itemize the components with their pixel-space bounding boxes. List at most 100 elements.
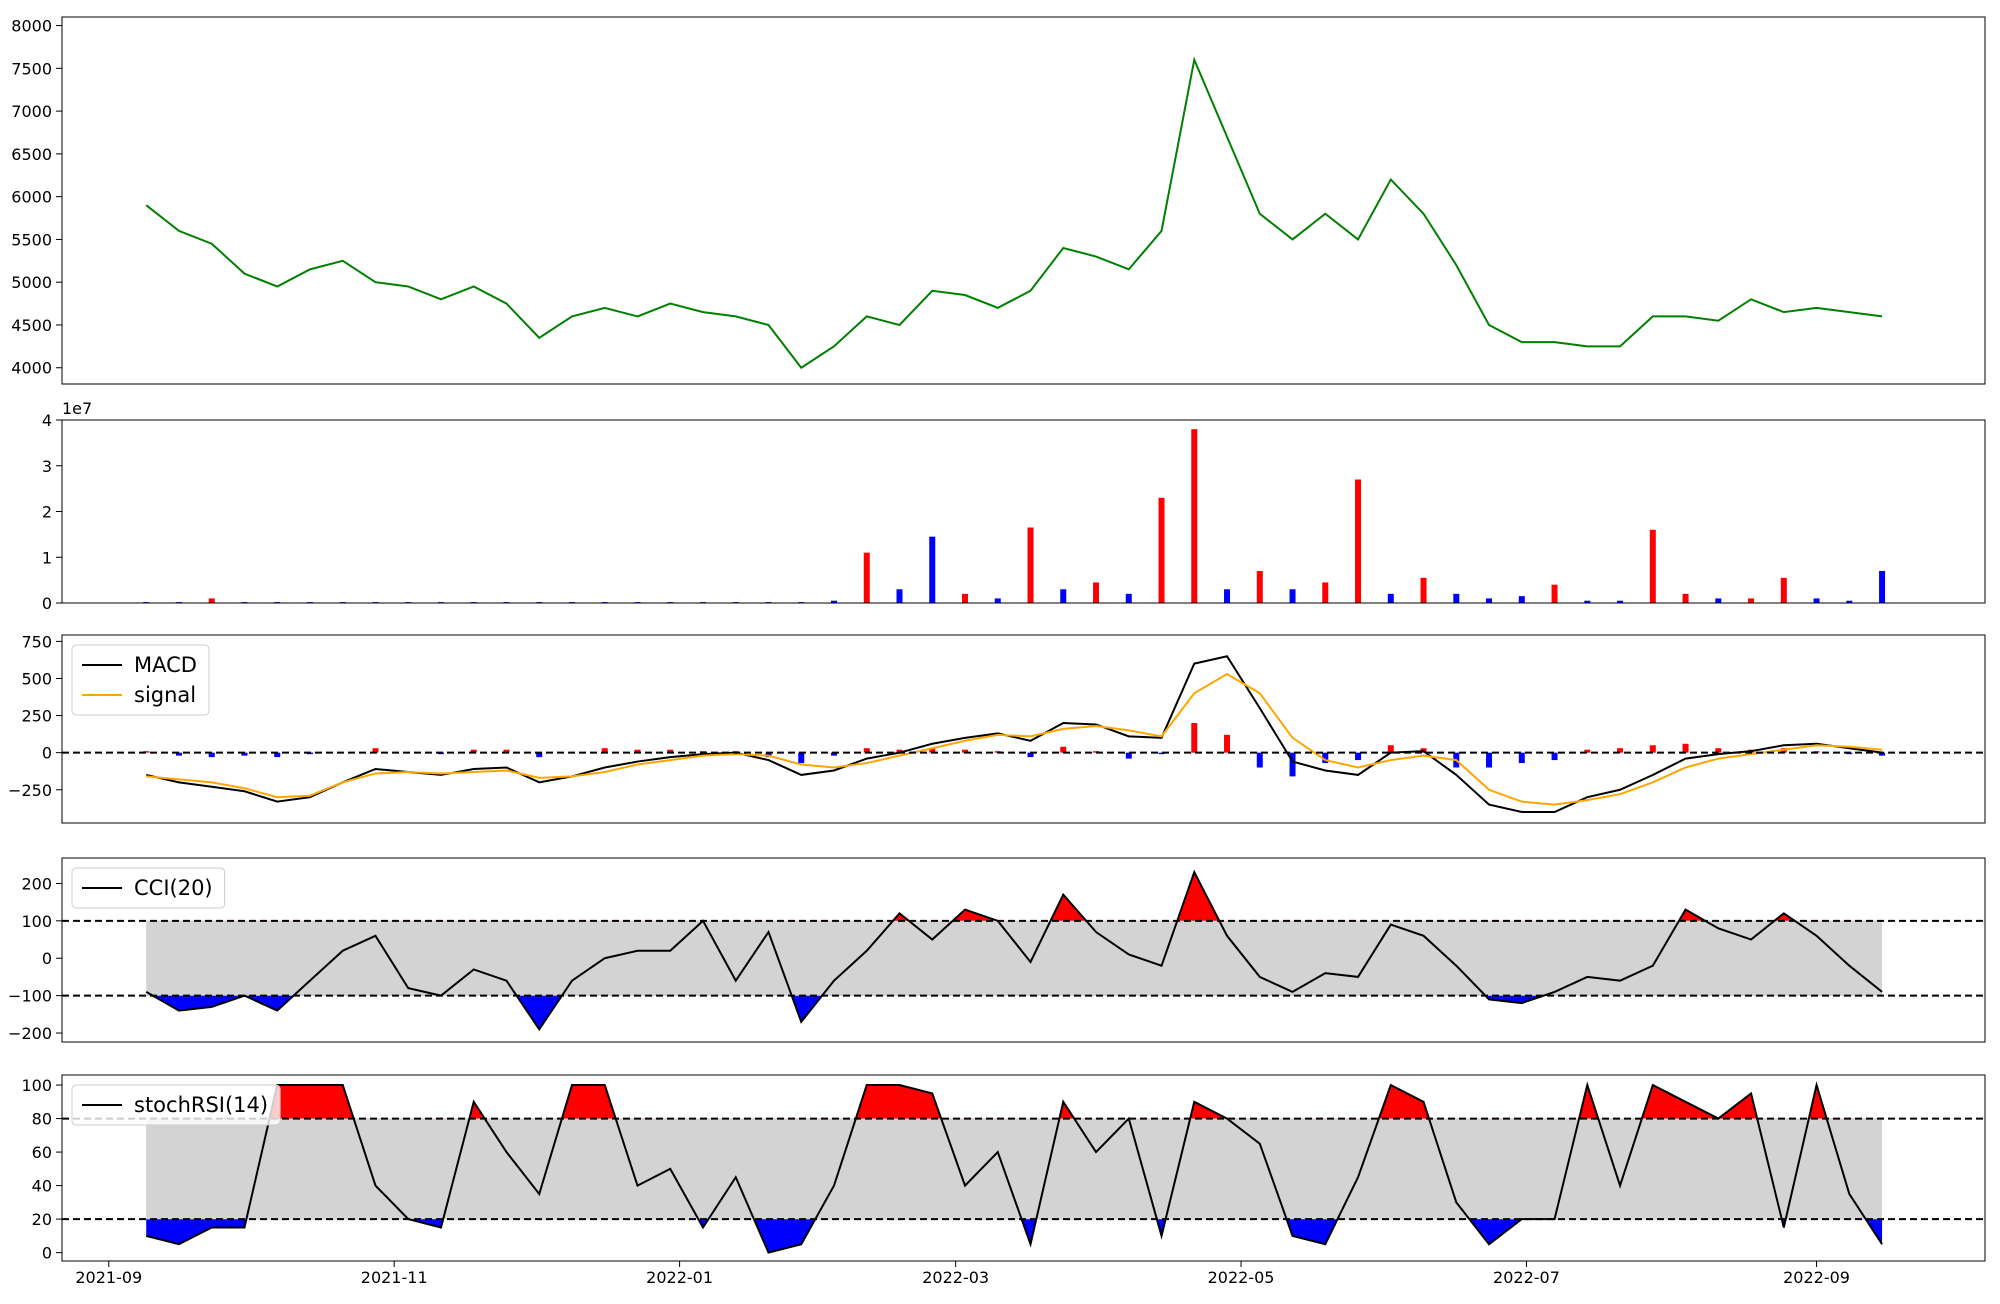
axes-frame (61, 1074, 1986, 1262)
axes-frame (61, 857, 1986, 1043)
legend-label: CCI(20) (134, 876, 213, 900)
histogram-bar (1224, 734, 1231, 753)
series-line (145, 56, 1883, 370)
y-tick-label: 0 (42, 1244, 52, 1263)
y-tick-label: 6000 (11, 188, 52, 207)
bar (1453, 593, 1460, 603)
histogram-bar (208, 752, 215, 758)
y-tick-label: 20 (32, 1210, 52, 1229)
x-tick-label: 2022-01 (646, 1268, 713, 1287)
y-tick-label: 4500 (11, 316, 52, 335)
x-tick-label: 2022-05 (1208, 1268, 1275, 1287)
y-tick-label: −200 (8, 1024, 52, 1043)
bar (1617, 600, 1624, 603)
y-tick-label: 500 (21, 669, 52, 688)
histogram-bar (896, 749, 903, 753)
bar (1813, 598, 1820, 603)
y-tick-label: 0 (42, 949, 52, 968)
histogram-bar (1355, 752, 1362, 761)
panel: 0 20 40 60 80 100 2021-09 2021-11 2022-01 2022-03… (21, 1074, 1986, 1287)
histogram-bar (1322, 752, 1329, 764)
histogram-bar (634, 749, 641, 753)
legend-frame (71, 644, 210, 716)
histogram-bar (1191, 722, 1198, 753)
histogram-bar (1387, 745, 1394, 753)
y-tick-label: 4000 (11, 359, 52, 378)
bar (962, 593, 969, 603)
y-tick-label: 8000 (11, 17, 52, 36)
legend: CCI(20) (71, 867, 226, 909)
histogram-bar (1518, 752, 1525, 764)
y-tick-label: 250 (21, 707, 52, 726)
y-tick-label: 2 (42, 503, 52, 522)
histogram-bar (1617, 748, 1624, 753)
bar (896, 589, 903, 603)
y-tick-label: 200 (21, 874, 52, 893)
plot-area (145, 56, 1883, 370)
threshold-band (146, 1118, 1883, 1220)
bar (929, 536, 936, 603)
axes-frame (61, 419, 1986, 604)
bar (1289, 589, 1296, 603)
panel: 0 1 2 3 4 1e7 (42, 399, 1986, 613)
histogram-bar (175, 752, 182, 756)
bar (1093, 582, 1100, 603)
plot-area (62, 655, 1985, 814)
bar (208, 598, 215, 603)
plot-area (62, 869, 1985, 1032)
bar (1060, 589, 1067, 603)
y-tick-label: 4 (42, 411, 52, 430)
series-line (146, 672, 1883, 806)
bar (1649, 529, 1656, 603)
y-tick-label: 100 (21, 1076, 52, 1095)
y-tick-label: 7000 (11, 102, 52, 121)
x-tick-label: 2021-11 (361, 1268, 428, 1287)
bar (863, 552, 870, 603)
bar (1486, 598, 1493, 603)
histogram-bar (274, 752, 281, 758)
histogram-bar (1060, 746, 1067, 753)
histogram-bar (962, 749, 969, 753)
bar (1125, 593, 1132, 603)
legend-label: stochRSI(14) (134, 1093, 268, 1117)
x-tick-label: 2022-09 (1783, 1268, 1850, 1287)
legend-label: signal (134, 683, 196, 707)
bar (1420, 577, 1427, 603)
histogram-bar (1584, 749, 1591, 753)
y-tick-label: −250 (8, 781, 52, 800)
histogram-bar (601, 748, 608, 753)
y-tick-label: 80 (32, 1110, 52, 1129)
x-tick-label: 2021-09 (75, 1268, 142, 1287)
bar (1518, 596, 1525, 603)
bar (1551, 584, 1558, 603)
histogram-bar (798, 752, 805, 764)
histogram-bar (1027, 752, 1034, 758)
bar (1846, 600, 1853, 603)
bar (1780, 577, 1787, 603)
legend-frame (71, 867, 226, 909)
y-tick-label: 40 (32, 1177, 52, 1196)
x-tick-label: 2022-03 (922, 1268, 989, 1287)
histogram-bar (1158, 752, 1165, 755)
y-tick-label: −100 (8, 987, 52, 1006)
series-line (145, 655, 1883, 814)
histogram-bar (831, 752, 838, 756)
bar (1158, 497, 1165, 603)
y-tick-label: 7500 (11, 59, 52, 78)
histogram-bar (863, 748, 870, 753)
histogram-bar (372, 748, 379, 753)
plot-area (62, 1081, 1985, 1254)
bar (1322, 582, 1329, 603)
bar (1748, 598, 1755, 603)
bar (1584, 600, 1591, 603)
bar (1355, 479, 1362, 603)
panel: 4000 4500 5000 5500 6000 6500 7000 7500 8000 (11, 16, 1986, 385)
histogram-bar (1125, 752, 1132, 759)
y-tick-label: 5500 (11, 230, 52, 249)
histogram-bar (241, 752, 248, 756)
legend-frame (71, 1084, 281, 1126)
histogram-bar (536, 752, 543, 758)
y-tick-label: 3 (42, 457, 52, 476)
histogram-bar (1289, 752, 1296, 777)
histogram-bar (1649, 745, 1656, 753)
